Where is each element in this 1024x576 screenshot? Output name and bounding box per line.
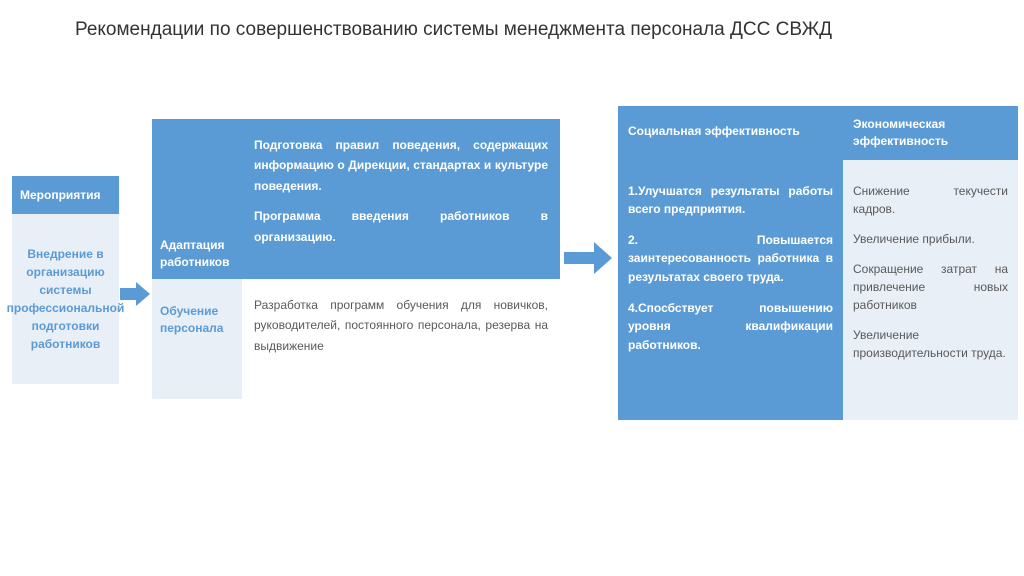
page-title: Рекомендации по совершенствованию систем… [75,18,835,43]
row-desc: Разработка программ обучения для новичко… [242,279,560,399]
row-desc: Подготовка правил поведения, содержащих … [242,119,560,279]
economic-cell: Снижение текучести кадров. Увеличение пр… [843,160,1018,420]
effectiveness-body-row: 1.Улучшатся результаты работы всего пред… [618,160,1018,420]
economic-header: Экономическая эффективность [843,106,1018,160]
activities-header: Мероприятия [12,176,119,214]
social-cell: 1.Улучшатся результаты работы всего пред… [618,160,843,420]
social-header: Социальная эффективность [618,106,843,160]
desc-line: Подготовка правил поведения, содержащих … [254,135,548,196]
table-row: Адаптация работников Подготовка правил п… [152,119,560,279]
arrow-icon [120,282,150,306]
economic-item: Увеличение прибыли. [853,230,1008,248]
social-item: 1.Улучшатся результаты работы всего пред… [628,182,833,219]
row-label: Адаптация работников [152,119,242,279]
row-label: Обучение персонала [152,279,242,399]
social-item: 4.Спосбствует повышению уровня квалифика… [628,299,833,355]
effectiveness-header-row: Социальная эффективность Экономическая э… [618,106,1018,160]
measures-table: Адаптация работников Подготовка правил п… [152,119,560,399]
activities-column: Мероприятия Внедрение в организацию сист… [12,176,119,384]
desc-line: Программа введения работников в организа… [254,206,548,247]
economic-item: Сокращение затрат на привлечение новых р… [853,260,1008,314]
effectiveness-table: Социальная эффективность Экономическая э… [618,106,1018,420]
social-item: 2. Повышается заинтересованность работни… [628,231,833,287]
arrow-icon [564,242,612,274]
economic-item: Увеличение производительности труда. [853,326,1008,362]
table-row: Обучение персонала Разработка программ о… [152,279,560,399]
desc-line: Разработка программ обучения для новичко… [254,295,548,356]
activities-body: Внедрение в организацию системы професси… [12,214,119,384]
economic-item: Снижение текучести кадров. [853,182,1008,218]
